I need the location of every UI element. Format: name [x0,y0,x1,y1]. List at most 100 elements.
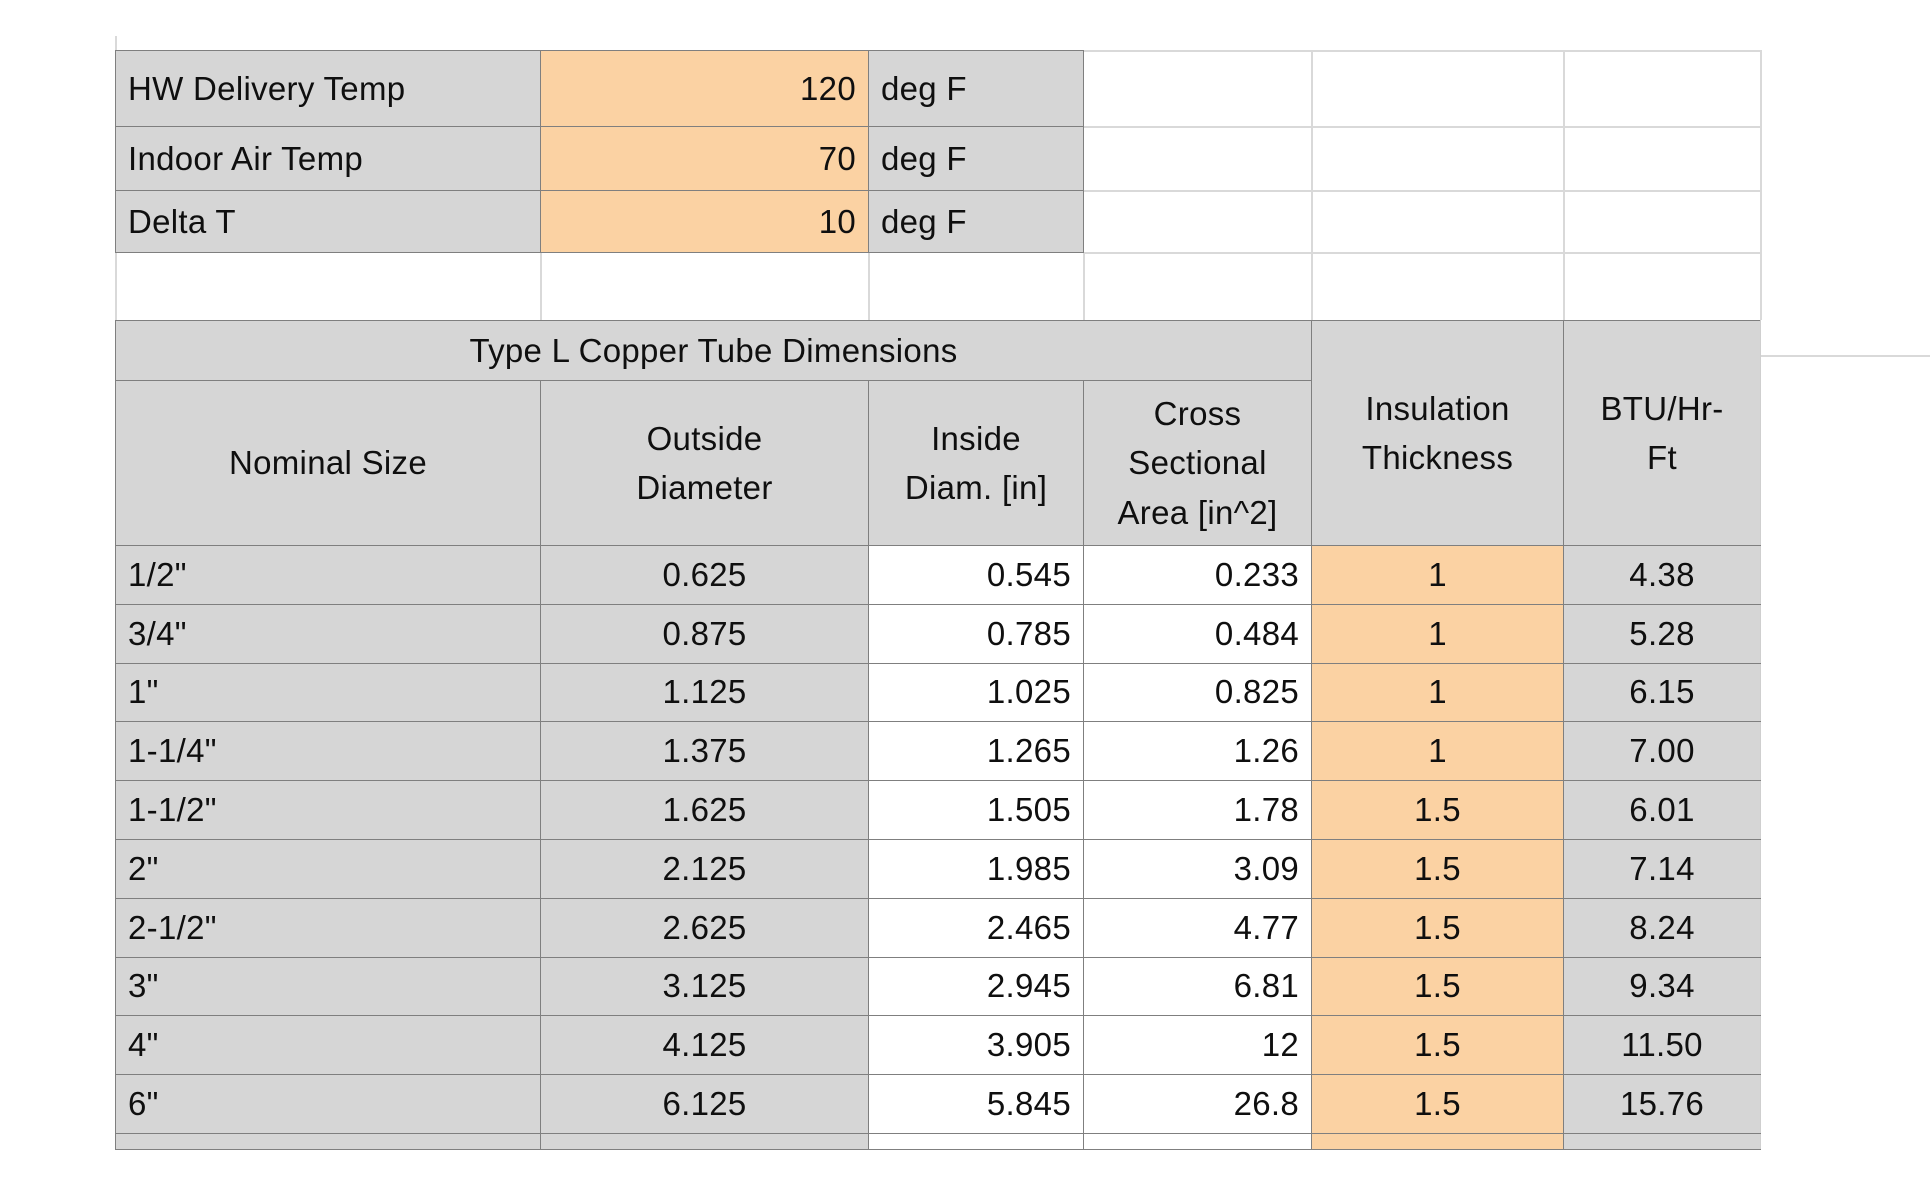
table-row: 2" 2.125 1.985 3.09 1.5 7.14 [115,838,1762,899]
cell-outside-diameter: 2.625 [540,897,869,958]
cell-outside-diameter: 2.125 [540,838,869,899]
table-row: 3/4" 0.875 0.785 0.484 1 5.28 [115,603,1762,664]
cell-inside-diameter: 2.945 [868,956,1084,1017]
param-value-cell[interactable]: 70 [540,126,869,191]
gridline [115,252,117,320]
table-title: Type L Copper Tube Dimensions [114,320,1313,381]
cell-inside-diameter: 0.545 [868,545,1084,605]
cell-btu: 9.34 [1563,956,1762,1017]
cell-outside-diameter: 4.125 [540,1015,869,1076]
table-row: 1-1/2" 1.625 1.505 1.78 1.5 6.01 [115,780,1762,840]
table-row: 2-1/2" 2.625 2.465 4.77 1.5 8.24 [115,897,1762,958]
cell-cross-section: 4.77 [1082,897,1313,958]
cell-outside-diameter: 0.875 [540,603,869,664]
partial-cell [1311,1132,1565,1150]
partial-cell [115,1132,541,1150]
param-label: Delta T [115,190,541,253]
cell-nominal-size: 6" [115,1074,541,1134]
table-row: 4" 4.125 3.905 12 1.5 11.50 [115,1015,1762,1076]
partial-cell [1563,1132,1762,1150]
table-row: HW Delivery Temp 120 deg F [115,50,1084,127]
cell-btu: 4.38 [1563,545,1762,605]
cell-insulation-input[interactable]: 1 [1311,545,1565,605]
cell-inside-diameter: 0.785 [868,603,1084,664]
cell-cross-section: 0.233 [1082,545,1313,605]
cell-btu: 6.01 [1563,780,1762,840]
gridline [868,252,870,320]
cell-btu: 5.28 [1563,603,1762,664]
table-row: Type L Copper Tube Dimensions Insulation… [114,320,1762,546]
cell-nominal-size: 2-1/2" [115,897,541,958]
col-header-cross-sectional-area: Cross Sectional Area [in^2] [1082,380,1313,546]
param-label: HW Delivery Temp [115,50,541,127]
cell-nominal-size: 1-1/2" [115,780,541,840]
cell-cross-section: 12 [1082,1015,1313,1076]
parameters-block: HW Delivery Temp 120 deg F Indoor Air Te… [115,50,1084,253]
table-row: 1" 1.125 1.025 0.825 1 6.15 [115,662,1762,723]
col-header-nominal-size: Nominal Size [115,380,541,546]
col-header-outside-diameter: Outside Diameter [540,380,869,546]
cell-inside-diameter: 1.985 [868,838,1084,899]
cell-btu: 11.50 [1563,1015,1762,1076]
cell-inside-diameter: 1.025 [868,662,1084,723]
cell-btu: 7.14 [1563,838,1762,899]
cell-cross-section: 1.78 [1082,780,1313,840]
gridline [540,252,542,320]
cell-cross-section: 0.484 [1082,603,1313,664]
cell-nominal-size: 1/2" [115,545,541,605]
cell-nominal-size: 1" [115,662,541,723]
cell-insulation-input[interactable]: 1 [1311,721,1565,782]
cell-insulation-input[interactable]: 1.5 [1311,780,1565,840]
cell-inside-diameter: 1.265 [868,721,1084,782]
gridline [1083,126,1761,128]
gridline [1311,50,1313,320]
col-header-btu-hr-ft: BTU/Hr- Ft [1563,320,1762,546]
gridline [1563,50,1565,320]
partial-row [115,1132,1762,1150]
gridline [1083,252,1085,320]
cell-outside-diameter: 1.375 [540,721,869,782]
cell-inside-diameter: 1.505 [868,780,1084,840]
gridline [1760,50,1762,320]
cell-outside-diameter: 1.125 [540,662,869,723]
param-value-cell[interactable]: 10 [540,190,869,253]
cell-insulation-input[interactable]: 1.5 [1311,1015,1565,1076]
cell-insulation-input[interactable]: 1.5 [1311,1074,1565,1134]
table-row: 1-1/4" 1.375 1.265 1.26 1 7.00 [115,721,1762,782]
cell-outside-diameter: 0.625 [540,545,869,605]
param-unit: deg F [868,50,1084,127]
cell-insulation-input[interactable]: 1 [1311,603,1565,664]
col-header-insulation-thickness: Insulation Thickness [1311,320,1565,546]
gridline [1761,355,1930,357]
cell-nominal-size: 3" [115,956,541,1017]
cell-nominal-size: 4" [115,1015,541,1076]
table-row: 3" 3.125 2.945 6.81 1.5 9.34 [115,956,1762,1017]
cell-nominal-size: 1-1/4" [115,721,541,782]
cell-inside-diameter: 3.905 [868,1015,1084,1076]
cell-cross-section: 3.09 [1082,838,1313,899]
cell-outside-diameter: 3.125 [540,956,869,1017]
table-row: 1/2" 0.625 0.545 0.233 1 4.38 [115,545,1762,605]
cell-insulation-input[interactable]: 1.5 [1311,956,1565,1017]
copper-tube-table: Type L Copper Tube Dimensions Insulation… [114,320,1762,1150]
cell-insulation-input[interactable]: 1.5 [1311,838,1565,899]
cell-insulation-input[interactable]: 1 [1311,662,1565,723]
param-unit: deg F [868,190,1084,253]
cell-outside-diameter: 1.625 [540,780,869,840]
cell-inside-diameter: 5.845 [868,1074,1084,1134]
gridline [115,36,117,50]
gridline [1083,50,1761,52]
param-value-cell[interactable]: 120 [540,50,869,127]
cell-insulation-input[interactable]: 1.5 [1311,897,1565,958]
param-label: Indoor Air Temp [115,126,541,191]
cell-outside-diameter: 6.125 [540,1074,869,1134]
table-row: Indoor Air Temp 70 deg F [115,126,1084,191]
cell-nominal-size: 3/4" [115,603,541,664]
cell-cross-section: 0.825 [1082,662,1313,723]
cell-btu: 15.76 [1563,1074,1762,1134]
cell-cross-section: 6.81 [1082,956,1313,1017]
param-unit: deg F [868,126,1084,191]
table-row: 6" 6.125 5.845 26.8 1.5 15.76 [115,1074,1762,1134]
table-row: Nominal Size Outside Diameter Inside Dia… [115,380,1761,546]
